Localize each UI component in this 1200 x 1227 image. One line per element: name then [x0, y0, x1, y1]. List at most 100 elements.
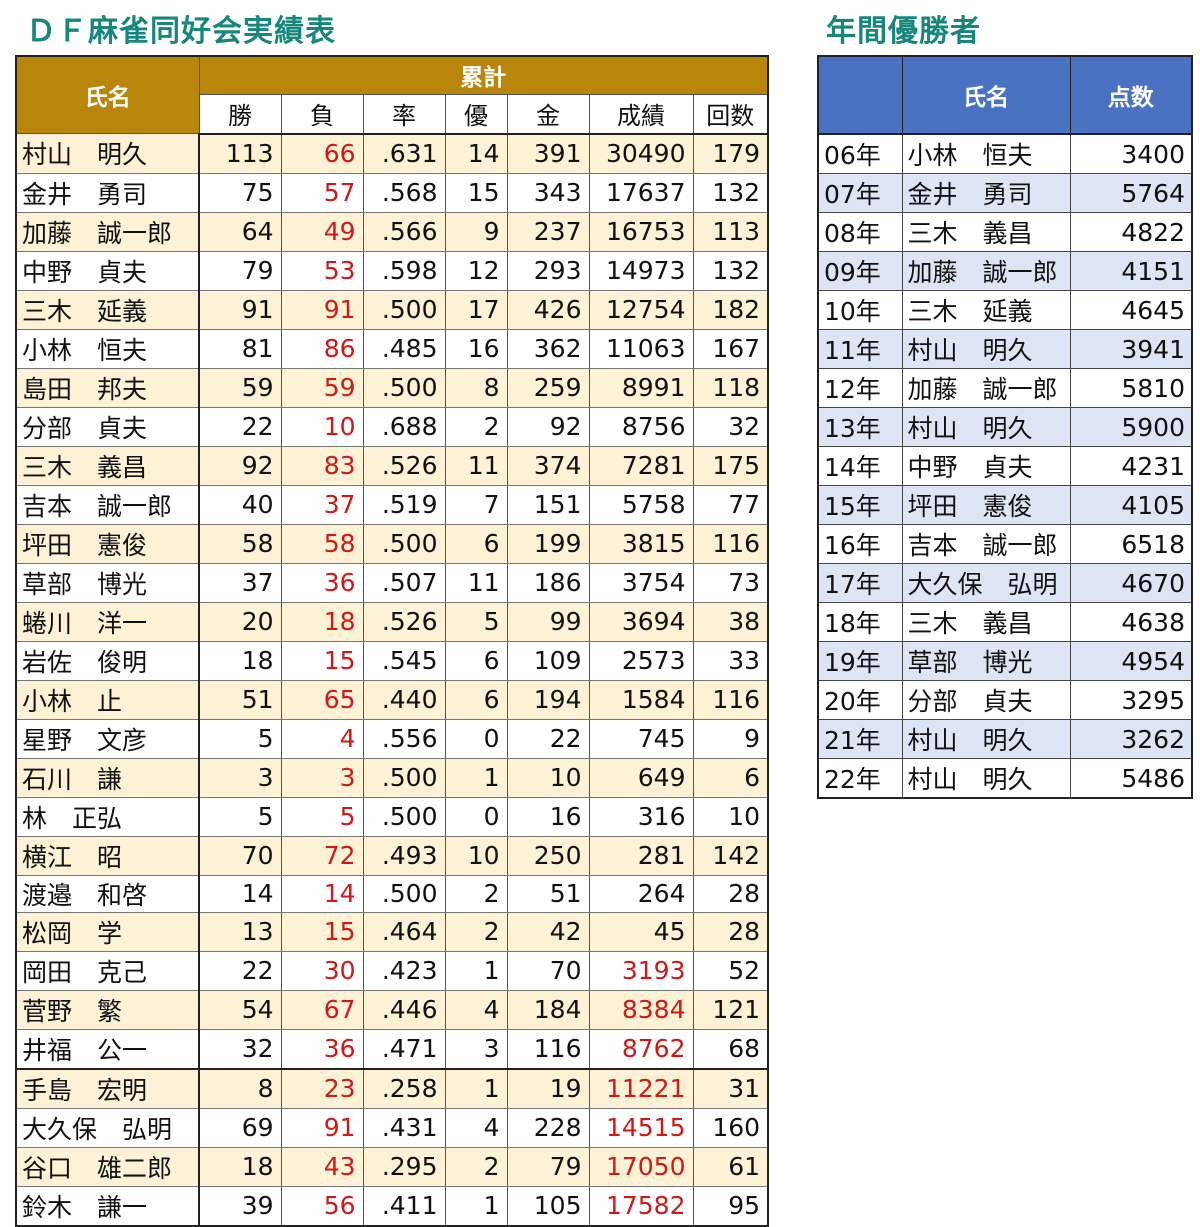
cell-win: 5 [198, 797, 282, 837]
cell-loss: 86 [280, 329, 364, 369]
cell-name: 小林 恒夫 [15, 329, 200, 369]
cell-score: 11221 [588, 1067, 694, 1109]
table-row: 谷口 雄二郎 18 43.295 2 79 17050 61 [15, 1147, 769, 1187]
table-row: 20年 分部 貞夫 3295 [817, 680, 1193, 720]
cell-rate: .500 [362, 758, 446, 798]
cell-yu: 16 [444, 329, 508, 369]
cell-count: 132 [692, 251, 769, 291]
cell-count: 182 [692, 290, 769, 330]
cell-points: 5486 [1069, 758, 1193, 799]
cell-win: 91 [198, 290, 282, 330]
cell-win: 14 [198, 875, 282, 913]
cell-rate: .500 [362, 875, 446, 913]
cell-winner-name: 村山 明久 [901, 407, 1071, 447]
cell-loss: 66 [280, 133, 364, 174]
cell-score: 2573 [588, 641, 694, 681]
cell-loss: 67 [280, 990, 364, 1030]
cell-win: 5 [198, 719, 282, 759]
cell-rate: .519 [362, 485, 446, 525]
cell-loss: 23 [280, 1067, 364, 1109]
table-row: 菅野 繁 54 67.446 4 184 8384 121 [15, 990, 769, 1030]
cell-score: 316 [588, 797, 694, 837]
cell-yu: 0 [444, 797, 508, 837]
cell-yu: 1 [444, 1067, 508, 1109]
cell-loss: 36 [280, 563, 364, 603]
cell-year: 20年 [817, 680, 903, 720]
cell-points: 5900 [1069, 407, 1193, 447]
cell-score: 264 [588, 875, 694, 913]
cell-name: 三木 義昌 [15, 446, 200, 486]
table-row: 19年 草部 博光 4954 [817, 641, 1193, 681]
winners-header-name: 氏名 [901, 55, 1071, 135]
cell-year: 14年 [817, 446, 903, 486]
cell-kin: 151 [506, 485, 590, 525]
cell-score: 12754 [588, 290, 694, 330]
records-table: 氏名 累計 勝 負 率 優 金 成績 回数 村山 明久 113 66.631 14 39… [15, 55, 770, 1227]
table-row: 林 正弘 5 5.500 0 16 316 10 [15, 797, 769, 837]
column-header-win: 勝 [198, 93, 282, 135]
column-header-rate: 率 [362, 93, 446, 135]
cell-yu: 10 [444, 836, 508, 876]
table-row: 11年 村山 明久 3941 [817, 329, 1193, 369]
cell-count: 10 [692, 797, 769, 837]
cell-rate: .446 [362, 990, 446, 1030]
cell-name: 菅野 繁 [15, 990, 200, 1030]
cell-points: 4822 [1069, 212, 1193, 252]
table-row: 草部 博光 37 36.507 11 186 3754 73 [15, 563, 769, 603]
cell-score: 17637 [588, 173, 694, 213]
cell-score: 745 [588, 719, 694, 759]
cell-rate: .431 [362, 1108, 446, 1148]
cell-kin: 186 [506, 563, 590, 603]
cell-yu: 12 [444, 251, 508, 291]
column-header-yu: 優 [444, 93, 508, 135]
table-row: 渡邉 和啓 14 14.500 2 51 264 28 [15, 875, 769, 913]
cell-rate: .500 [362, 524, 446, 564]
cell-rate: .500 [362, 368, 446, 408]
cell-count: 73 [692, 563, 769, 603]
cell-year: 07年 [817, 173, 903, 213]
table-row: 18年 三木 義昌 4638 [817, 602, 1193, 642]
cell-name: 渡邉 和啓 [15, 875, 200, 913]
cell-rate: .471 [362, 1029, 446, 1069]
cell-name: 島田 邦夫 [15, 368, 200, 408]
cell-points: 4105 [1069, 485, 1193, 525]
cell-win: 58 [198, 524, 282, 564]
cell-loss: 37 [280, 485, 364, 525]
cell-name: 中野 貞夫 [15, 251, 200, 291]
table-row: 星野 文彦 5 4.556 0 22 745 9 [15, 719, 769, 759]
cell-points: 4638 [1069, 602, 1193, 642]
cell-rate: .556 [362, 719, 446, 759]
table-row: 坪田 憲俊 58 58.500 6 199 3815 116 [15, 524, 769, 564]
cell-score: 11063 [588, 329, 694, 369]
cell-count: 61 [692, 1147, 769, 1187]
cell-yu: 0 [444, 719, 508, 759]
cell-count: 116 [692, 524, 769, 564]
cell-kin: 16 [506, 797, 590, 837]
cell-count: 167 [692, 329, 769, 369]
cell-winner-name: 加藤 誠一郎 [901, 368, 1071, 408]
cell-win: 32 [198, 1029, 282, 1069]
cell-score: 3815 [588, 524, 694, 564]
cell-yu: 2 [444, 912, 508, 952]
cell-score: 8384 [588, 990, 694, 1030]
column-header-name: 氏名 [15, 55, 200, 134]
cell-score: 14515 [588, 1108, 694, 1148]
cell-rate: .500 [362, 290, 446, 330]
cell-winner-name: 村山 明久 [901, 719, 1071, 759]
cell-name: 星野 文彦 [15, 719, 200, 759]
cell-year: 10年 [817, 290, 903, 330]
cell-yu: 4 [444, 1108, 508, 1148]
table-row: 12年 加藤 誠一郎 5810 [817, 368, 1193, 408]
column-header-count: 回数 [692, 93, 769, 135]
cell-winner-name: 加藤 誠一郎 [901, 251, 1071, 291]
cell-name: 金井 勇司 [15, 173, 200, 213]
cell-yu: 11 [444, 563, 508, 603]
cell-rate: .526 [362, 602, 446, 642]
cell-loss: 59 [280, 368, 364, 408]
table-row: 17年 大久保 弘明 4670 [817, 563, 1193, 603]
cell-winner-name: 三木 義昌 [901, 602, 1071, 642]
cell-loss: 91 [280, 290, 364, 330]
cell-name: 草部 博光 [15, 563, 200, 603]
cell-yu: 3 [444, 1029, 508, 1069]
cell-name: 三木 延義 [15, 290, 200, 330]
